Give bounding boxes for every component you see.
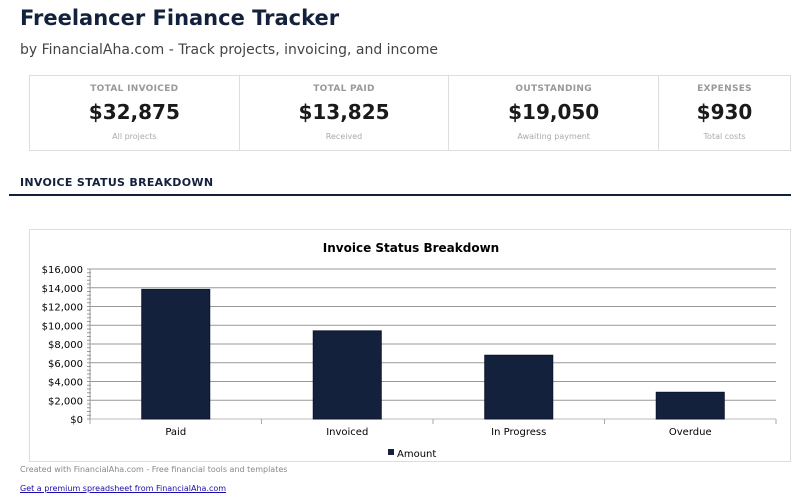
y-tick-label: $12,000 xyxy=(42,303,83,314)
y-tick-label: $16,000 xyxy=(42,265,83,276)
page-subtitle: by FinancialAha.com - Track projects, in… xyxy=(20,42,438,58)
bar-chart: Invoice Status Breakdown $0 $2,000 $4,000 $6… xyxy=(42,241,777,460)
legend-swatch xyxy=(388,449,394,455)
card-value: $19,050 xyxy=(508,100,600,124)
y-tick-label: $2,000 xyxy=(48,396,83,407)
card-sub: Received xyxy=(325,132,363,141)
bar-in-progress xyxy=(484,354,554,420)
card-label: OUTSTANDING xyxy=(515,84,592,94)
x-tick-label: Overdue xyxy=(669,427,712,438)
card-label: EXPENSES xyxy=(697,84,752,94)
legend-label: Amount xyxy=(397,449,436,460)
card-sub: Awaiting payment xyxy=(517,132,590,141)
x-tick-label: Invoiced xyxy=(326,427,368,438)
card-total-paid: TOTAL PAID $13,825 Received xyxy=(240,76,450,150)
chart-container: Invoice Status Breakdown $0 $2,000 $4,000 $6… xyxy=(29,229,791,462)
premium-link[interactable]: Get a premium spreadsheet from Financial… xyxy=(20,484,227,493)
bar-overdue xyxy=(655,391,725,420)
card-sub: All projects xyxy=(112,132,157,141)
y-tick-label: $14,000 xyxy=(42,284,83,295)
card-expenses: EXPENSES $930 Total costs xyxy=(659,76,790,150)
bar-invoiced xyxy=(312,330,382,420)
card-value: $930 xyxy=(696,100,753,124)
card-total-invoiced: TOTAL INVOICED $32,875 All projects xyxy=(30,76,240,150)
card-outstanding: OUTSTANDING $19,050 Awaiting payment xyxy=(449,76,660,150)
section-title: INVOICE STATUS BREAKDOWN xyxy=(20,176,214,189)
footer-text: Created with FinancialAha.com - Free fin… xyxy=(20,465,288,474)
card-sub: Total costs xyxy=(703,132,746,141)
summary-cards: TOTAL INVOICED $32,875 All projects TOTA… xyxy=(29,75,791,151)
y-tick-label: $4,000 xyxy=(48,378,83,389)
card-value: $32,875 xyxy=(88,100,180,124)
y-tick-label: $6,000 xyxy=(48,359,83,370)
chart-title: Invoice Status Breakdown xyxy=(323,241,499,255)
card-label: TOTAL PAID xyxy=(313,84,375,94)
card-value: $13,825 xyxy=(298,100,390,124)
page-title: Freelancer Finance Tracker xyxy=(20,6,340,30)
x-tick-label: In Progress xyxy=(491,427,546,438)
y-tick-label: $0 xyxy=(70,415,83,426)
divider xyxy=(9,194,791,196)
y-tick-label: $8,000 xyxy=(48,340,83,351)
card-label: TOTAL INVOICED xyxy=(90,84,179,94)
bar-paid xyxy=(141,288,211,420)
x-tick-label: Paid xyxy=(165,427,186,438)
y-tick-label: $10,000 xyxy=(42,321,83,332)
